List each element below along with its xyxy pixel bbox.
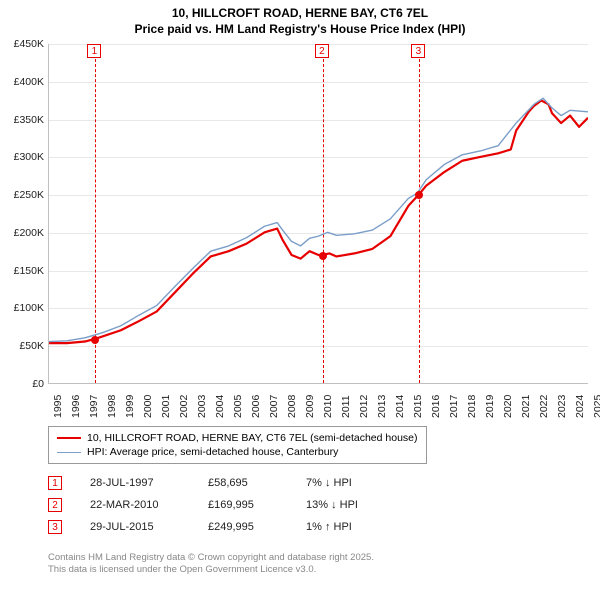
legend-swatch <box>57 437 81 439</box>
x-tick-label: 2023 <box>556 395 568 418</box>
x-tick-label: 2021 <box>520 395 532 418</box>
transaction-row: 2 22-MAR-2010 £169,995 13% ↓ HPI <box>48 494 386 516</box>
credits-line1: Contains HM Land Registry data © Crown c… <box>48 552 374 564</box>
legend-item: HPI: Average price, semi-detached house,… <box>57 445 418 459</box>
x-tick-label: 2024 <box>574 395 586 418</box>
x-tick-label: 2001 <box>160 395 172 418</box>
chart-lines <box>49 44 588 383</box>
marker-dot <box>415 191 423 199</box>
x-tick-label: 1997 <box>88 395 100 418</box>
transaction-price: £169,995 <box>208 499 278 511</box>
x-tick-label: 2007 <box>268 395 280 418</box>
legend-label: HPI: Average price, semi-detached house,… <box>87 446 338 458</box>
y-tick-label: £200K <box>4 227 44 239</box>
transaction-price: £249,995 <box>208 521 278 533</box>
x-tick-label: 2022 <box>538 395 550 418</box>
x-tick-label: 2006 <box>250 395 262 418</box>
x-tick-label: 2005 <box>232 395 244 418</box>
credits-line2: This data is licensed under the Open Gov… <box>48 564 374 576</box>
x-tick-label: 2013 <box>376 395 388 418</box>
chart-title: 10, HILLCROFT ROAD, HERNE BAY, CT6 7EL <box>0 0 600 22</box>
transaction-row: 1 28-JUL-1997 £58,695 7% ↓ HPI <box>48 472 386 494</box>
x-tick-label: 2015 <box>412 395 424 418</box>
x-tick-label: 2011 <box>340 395 352 418</box>
x-tick-label: 1998 <box>106 395 118 418</box>
transaction-date: 28-JUL-1997 <box>90 477 180 489</box>
x-tick-label: 2002 <box>178 395 190 418</box>
transaction-delta: 13% ↓ HPI <box>306 499 386 511</box>
series-hpi <box>49 98 588 341</box>
y-tick-label: £150K <box>4 265 44 277</box>
x-tick-label: 2008 <box>286 395 298 418</box>
x-tick-label: 2017 <box>448 395 460 418</box>
x-tick-label: 2003 <box>196 395 208 418</box>
transaction-delta: 1% ↑ HPI <box>306 521 386 533</box>
x-tick-label: 2012 <box>358 395 370 418</box>
series-property <box>49 101 588 344</box>
x-tick-label: 2019 <box>484 395 496 418</box>
transactions-table: 1 28-JUL-1997 £58,695 7% ↓ HPI 2 22-MAR-2010 £… <box>48 472 386 538</box>
marker-dot <box>319 252 327 260</box>
marker-badge: 1 <box>87 44 101 58</box>
legend-swatch <box>57 452 81 453</box>
chart-plot-area <box>48 44 588 384</box>
y-tick-label: £100K <box>4 302 44 314</box>
x-tick-label: 2009 <box>304 395 316 418</box>
x-tick-label: 2004 <box>214 395 226 418</box>
y-tick-label: £300K <box>4 151 44 163</box>
transaction-badge: 3 <box>48 520 62 534</box>
credits: Contains HM Land Registry data © Crown c… <box>48 552 374 577</box>
legend-label: 10, HILLCROFT ROAD, HERNE BAY, CT6 7EL (… <box>87 432 418 444</box>
chart-subtitle: Price paid vs. HM Land Registry's House … <box>0 22 600 40</box>
transaction-badge: 2 <box>48 498 62 512</box>
transaction-date: 22-MAR-2010 <box>90 499 180 511</box>
y-tick-label: £0 <box>4 378 44 390</box>
transaction-price: £58,695 <box>208 477 278 489</box>
transaction-badge: 1 <box>48 476 62 490</box>
transaction-delta: 7% ↓ HPI <box>306 477 386 489</box>
y-tick-label: £50K <box>4 340 44 352</box>
x-tick-label: 1996 <box>70 395 82 418</box>
legend: 10, HILLCROFT ROAD, HERNE BAY, CT6 7EL (… <box>48 426 427 464</box>
x-tick-label: 1995 <box>52 395 64 418</box>
marker-dot <box>91 336 99 344</box>
y-tick-label: £350K <box>4 114 44 126</box>
x-tick-label: 2025 <box>592 395 600 418</box>
chart-container: 10, HILLCROFT ROAD, HERNE BAY, CT6 7EL P… <box>0 0 600 590</box>
transaction-date: 29-JUL-2015 <box>90 521 180 533</box>
y-tick-label: £450K <box>4 38 44 50</box>
x-axis-labels: 1995 1996 1997 1998 1999 2000 2001 2002 2003 2004… <box>48 388 588 424</box>
y-tick-label: £400K <box>4 76 44 88</box>
marker-badge: 3 <box>411 44 425 58</box>
x-tick-label: 2018 <box>466 395 478 418</box>
x-tick-label: 2016 <box>430 395 442 418</box>
x-tick-label: 1999 <box>124 395 136 418</box>
x-tick-label: 2020 <box>502 395 514 418</box>
x-tick-label: 2000 <box>142 395 154 418</box>
legend-item: 10, HILLCROFT ROAD, HERNE BAY, CT6 7EL (… <box>57 431 418 445</box>
x-tick-label: 2010 <box>322 395 334 418</box>
transaction-row: 3 29-JUL-2015 £249,995 1% ↑ HPI <box>48 516 386 538</box>
y-tick-label: £250K <box>4 189 44 201</box>
x-tick-label: 2014 <box>394 395 406 418</box>
marker-badge: 2 <box>315 44 329 58</box>
